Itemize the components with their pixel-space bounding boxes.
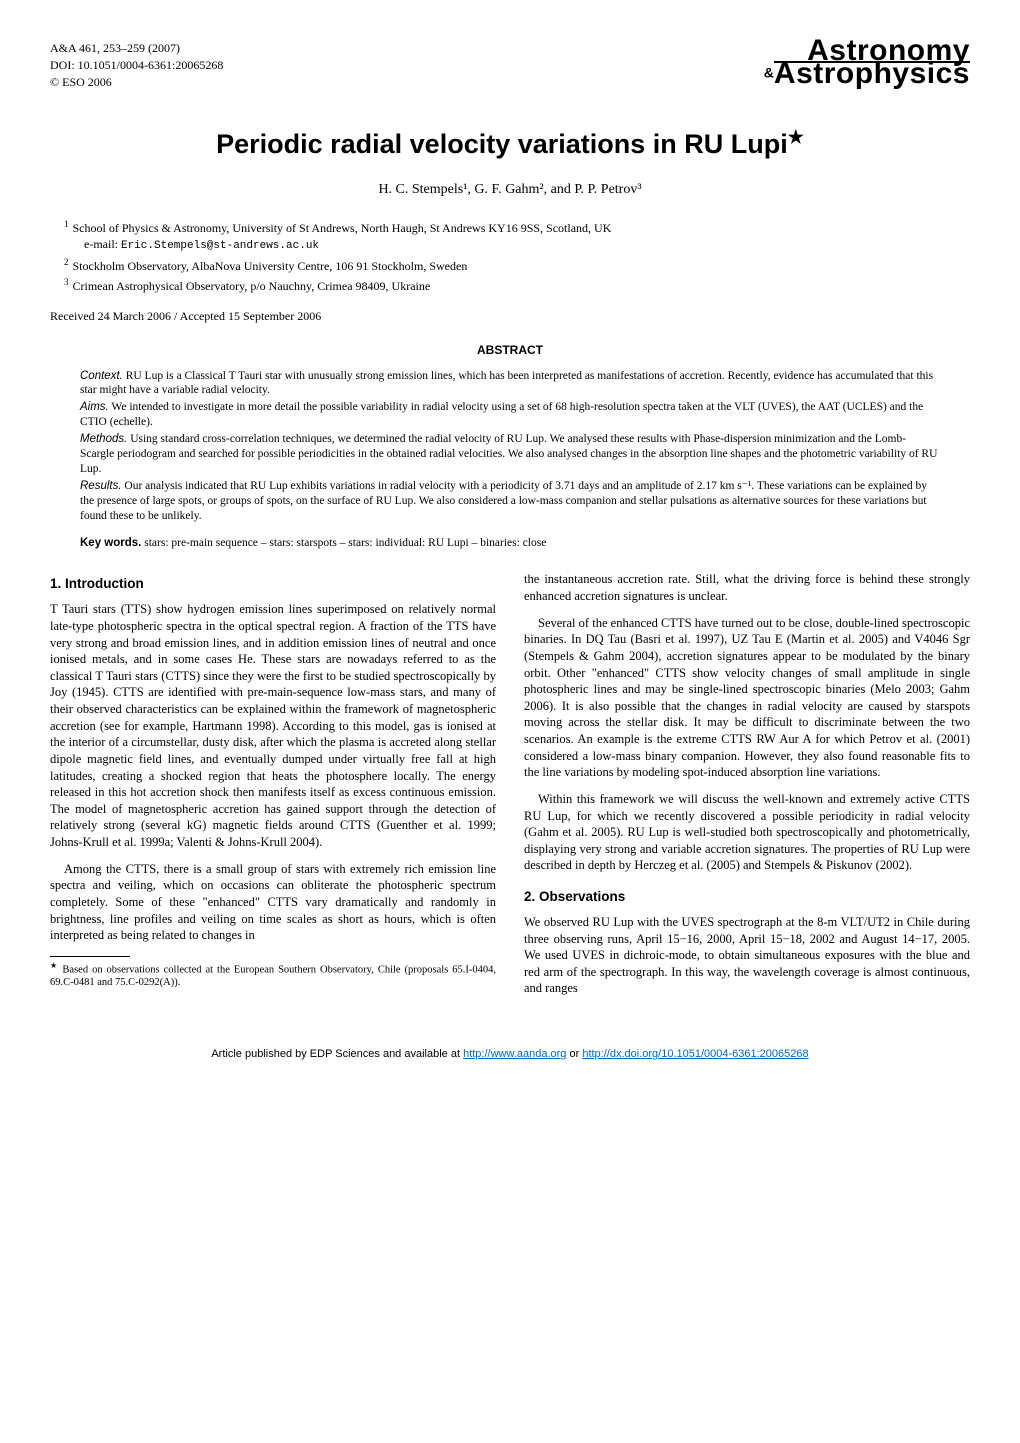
footnote-rule xyxy=(50,956,130,957)
title-footnote-marker: ★ xyxy=(788,127,804,147)
header-meta: A&A 461, 253–259 (2007) DOI: 10.1051/000… xyxy=(50,40,223,90)
aims-label: Aims. xyxy=(80,401,109,413)
author-email: Eric.Stempels@st-andrews.ac.uk xyxy=(121,240,319,252)
right-column: the instantaneous accretion rate. Still,… xyxy=(524,571,970,1007)
footer-prefix: Article published by EDP Sciences and av… xyxy=(211,1048,463,1060)
affiliations: 1 School of Physics & Astronomy, Universi… xyxy=(50,218,970,294)
footer-link-2[interactable]: http://dx.doi.org/10.1051/0004-6361:2006… xyxy=(582,1048,808,1060)
keywords-text: stars: pre-main sequence – stars: starsp… xyxy=(144,537,546,549)
affiliation-2: 2 Stockholm Observatory, AlbaNova Univers… xyxy=(64,256,970,274)
affil-text: Crimean Astrophysical Observatory, p/o N… xyxy=(73,279,431,293)
footer-mid: or xyxy=(566,1048,582,1060)
aims-text: We intended to investigate in more detai… xyxy=(80,401,923,428)
affiliation-1: 1 School of Physics & Astronomy, Universi… xyxy=(64,218,970,254)
footnote: ★ Based on observations collected at the… xyxy=(50,961,496,990)
affil-text: School of Physics & Astronomy, Universit… xyxy=(73,221,612,235)
journal-logo: Astronomy &Astrophysics xyxy=(764,40,970,85)
article-title: Periodic radial velocity variations in R… xyxy=(50,125,970,162)
article-dates: Received 24 March 2006 / Accepted 15 Sep… xyxy=(50,308,970,324)
context-text: RU Lup is a Classical T Tauri star with … xyxy=(80,370,933,397)
affiliation-3: 3 Crimean Astrophysical Observatory, p/o … xyxy=(64,276,970,294)
section-2-heading: 2. Observations xyxy=(524,888,970,906)
title-text: Periodic radial velocity variations in R… xyxy=(216,129,788,159)
header-row: A&A 461, 253–259 (2007) DOI: 10.1051/000… xyxy=(50,40,970,90)
obs-paragraph-1: We observed RU Lup with the UVES spectro… xyxy=(524,914,970,997)
context-label: Context. xyxy=(80,370,123,382)
journal-reference: A&A 461, 253–259 (2007) xyxy=(50,40,223,57)
affil-num: 3 xyxy=(64,277,69,287)
intro-paragraph-4: Several of the enhanced CTTS have turned… xyxy=(524,615,970,781)
footer-bar: Article published by EDP Sciences and av… xyxy=(50,1047,970,1062)
methods-label: Methods. xyxy=(80,433,127,445)
methods-text: Using standard cross-correlation techniq… xyxy=(80,433,937,475)
results-label: Results. xyxy=(80,480,122,492)
results-text: Our analysis indicated that RU Lup exhib… xyxy=(80,480,927,522)
logo-astrophysics: Astrophysics xyxy=(774,61,970,86)
intro-paragraph-1: T Tauri stars (TTS) show hydrogen emissi… xyxy=(50,601,496,850)
intro-paragraph-2: Among the CTTS, there is a small group o… xyxy=(50,861,496,944)
abstract-block: Context. RU Lup is a Classical T Tauri s… xyxy=(80,369,940,524)
affil-num: 1 xyxy=(64,219,69,229)
section-1-heading: 1. Introduction xyxy=(50,575,496,593)
abstract-heading: ABSTRACT xyxy=(50,342,970,358)
affil-text: Stockholm Observatory, AlbaNova Universi… xyxy=(73,259,468,273)
keywords-label: Key words. xyxy=(80,537,141,549)
intro-paragraph-5: Within this framework we will discuss th… xyxy=(524,791,970,874)
footnote-star: ★ xyxy=(50,961,58,970)
footnote-text: Based on observations collected at the E… xyxy=(50,964,496,988)
email-label: e-mail: xyxy=(84,237,118,251)
left-column: 1. Introduction T Tauri stars (TTS) show… xyxy=(50,571,496,1007)
affil-num: 2 xyxy=(64,257,69,267)
copyright: © ESO 2006 xyxy=(50,74,223,91)
keywords-line: Key words. stars: pre-main sequence – st… xyxy=(80,536,940,552)
doi: DOI: 10.1051/0004-6361:20065268 xyxy=(50,57,223,74)
intro-paragraph-3: the instantaneous accretion rate. Still,… xyxy=(524,571,970,604)
author-list: H. C. Stempels¹, G. F. Gahm², and P. P. … xyxy=(50,181,970,200)
footer-link-1[interactable]: http://www.aanda.org xyxy=(463,1048,566,1060)
body-columns: 1. Introduction T Tauri stars (TTS) show… xyxy=(50,571,970,1007)
logo-ampersand: & xyxy=(764,64,774,80)
